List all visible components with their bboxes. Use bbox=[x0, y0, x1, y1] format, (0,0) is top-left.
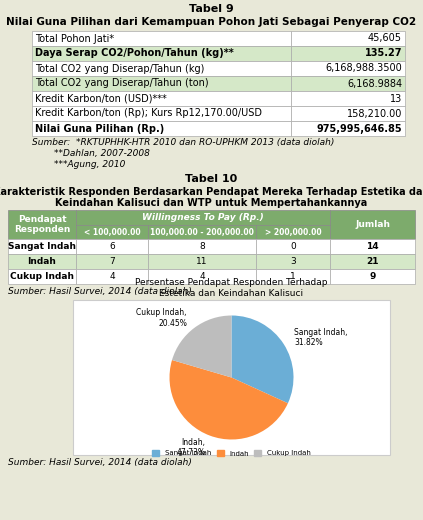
Bar bbox=[8, 269, 76, 284]
Text: 6,168.9884: 6,168.9884 bbox=[347, 79, 402, 88]
Text: > 200,000.00: > 200,000.00 bbox=[265, 228, 321, 237]
Text: Tabel 9: Tabel 9 bbox=[189, 4, 234, 14]
Bar bbox=[256, 239, 330, 254]
Text: Sangat Indah,
31.82%: Sangat Indah, 31.82% bbox=[294, 328, 348, 347]
Bar bbox=[291, 91, 405, 106]
Bar bbox=[291, 76, 405, 91]
Text: Tabel 10: Tabel 10 bbox=[185, 174, 238, 184]
Bar bbox=[291, 31, 405, 46]
Text: Total CO2 yang Diserap/Tahun (kg): Total CO2 yang Diserap/Tahun (kg) bbox=[35, 63, 204, 73]
Bar bbox=[256, 269, 330, 284]
Title: Persentase Pendapat Responden Terhadap
Estetika dan Keindahan Kalisuci: Persentase Pendapat Responden Terhadap E… bbox=[135, 278, 328, 298]
Text: 135.27: 135.27 bbox=[365, 48, 402, 58]
Bar bbox=[32, 76, 291, 91]
Text: Cukup Indah: Cukup Indah bbox=[10, 272, 74, 281]
Bar bbox=[148, 254, 256, 269]
Text: **Dahlan, 2007-2008: **Dahlan, 2007-2008 bbox=[54, 149, 150, 158]
Bar bbox=[256, 225, 330, 239]
Text: Pendapat
Responden: Pendapat Responden bbox=[14, 215, 70, 234]
Text: Kredit Karbon/ton (USD)***: Kredit Karbon/ton (USD)*** bbox=[35, 94, 167, 103]
Text: 21: 21 bbox=[366, 257, 379, 266]
Text: Sumber: Hasil Survei, 2014 (data diolah): Sumber: Hasil Survei, 2014 (data diolah) bbox=[8, 458, 192, 467]
Text: Sumber: Hasil Survei, 2014 (data diolah): Sumber: Hasil Survei, 2014 (data diolah) bbox=[8, 287, 192, 296]
Bar bbox=[73, 300, 390, 455]
Wedge shape bbox=[231, 316, 294, 404]
Text: 9: 9 bbox=[369, 272, 376, 281]
Text: 13: 13 bbox=[390, 94, 402, 103]
Text: 4: 4 bbox=[109, 272, 115, 281]
Text: 1: 1 bbox=[290, 272, 296, 281]
Text: 975,995,646.85: 975,995,646.85 bbox=[316, 123, 402, 134]
Text: Jumlah: Jumlah bbox=[355, 220, 390, 229]
Text: Nilai Guna Pilihan dari Kemampuan Pohon Jati Sebagai Penyerap CO2: Nilai Guna Pilihan dari Kemampuan Pohon … bbox=[6, 17, 417, 27]
Bar bbox=[148, 239, 256, 254]
Text: Total CO2 yang Diserap/Tahun (ton): Total CO2 yang Diserap/Tahun (ton) bbox=[35, 79, 209, 88]
Text: 158,210.00: 158,210.00 bbox=[346, 109, 402, 119]
Text: Total Pohon Jati*: Total Pohon Jati* bbox=[35, 33, 114, 44]
Text: < 100,000.00: < 100,000.00 bbox=[84, 228, 140, 237]
Bar bbox=[256, 254, 330, 269]
Bar bbox=[330, 254, 415, 269]
Text: Indah,
47.73%: Indah, 47.73% bbox=[176, 437, 206, 457]
Bar bbox=[32, 46, 291, 61]
Text: 3: 3 bbox=[290, 257, 296, 266]
Text: Kredit Karbon/ton (Rp); Kurs Rp12,170.00/USD: Kredit Karbon/ton (Rp); Kurs Rp12,170.00… bbox=[35, 109, 262, 119]
Text: Cukup Indah,
20.45%: Cukup Indah, 20.45% bbox=[137, 308, 187, 328]
Bar bbox=[32, 91, 291, 106]
Wedge shape bbox=[172, 316, 231, 378]
Text: 7: 7 bbox=[109, 257, 115, 266]
Bar bbox=[76, 269, 148, 284]
Text: 0: 0 bbox=[290, 242, 296, 251]
Bar bbox=[291, 106, 405, 121]
Bar bbox=[291, 46, 405, 61]
Text: Daya Serap CO2/Pohon/Tahun (kg)**: Daya Serap CO2/Pohon/Tahun (kg)** bbox=[35, 48, 234, 58]
Bar bbox=[32, 61, 291, 76]
Bar bbox=[76, 239, 148, 254]
Text: Keindahan Kalisuci dan WTP untuk Mempertahankannya: Keindahan Kalisuci dan WTP untuk Mempert… bbox=[55, 198, 368, 208]
Bar bbox=[76, 254, 148, 269]
Text: 8: 8 bbox=[199, 242, 205, 251]
Text: ***Agung, 2010: ***Agung, 2010 bbox=[54, 160, 125, 169]
Text: 11: 11 bbox=[196, 257, 208, 266]
Text: Karakteristik Responden Berdasarkan Pendapat Mereka Terhadap Estetika dan: Karakteristik Responden Berdasarkan Pend… bbox=[0, 187, 423, 197]
Bar bbox=[76, 210, 330, 225]
Text: 6,168,988.3500: 6,168,988.3500 bbox=[325, 63, 402, 73]
Bar bbox=[330, 210, 415, 239]
Bar bbox=[330, 239, 415, 254]
Text: Nilai Guna Pilihan (Rp.): Nilai Guna Pilihan (Rp.) bbox=[35, 123, 164, 134]
Bar bbox=[8, 239, 76, 254]
Text: 14: 14 bbox=[366, 242, 379, 251]
Text: Willingness To Pay (Rp.): Willingness To Pay (Rp.) bbox=[142, 213, 264, 222]
Text: Indah: Indah bbox=[27, 257, 56, 266]
Bar bbox=[291, 61, 405, 76]
Bar bbox=[330, 269, 415, 284]
Bar bbox=[148, 269, 256, 284]
Bar bbox=[32, 31, 291, 46]
Text: 4: 4 bbox=[199, 272, 205, 281]
Bar bbox=[291, 121, 405, 136]
Text: Sangat Indah: Sangat Indah bbox=[8, 242, 76, 251]
Text: Sumber:  *RKTUPHHK-HTR 2010 dan RO-UPHKM 2013 (data diolah): Sumber: *RKTUPHHK-HTR 2010 dan RO-UPHKM … bbox=[32, 138, 334, 147]
Bar bbox=[76, 225, 148, 239]
Bar bbox=[8, 254, 76, 269]
Bar bbox=[8, 210, 76, 239]
Legend: Sangat Indah, Indah, Cukup Indah: Sangat Indah, Indah, Cukup Indah bbox=[149, 448, 313, 459]
Text: 100,000.00 - 200,000.00: 100,000.00 - 200,000.00 bbox=[150, 228, 254, 237]
Bar bbox=[32, 121, 291, 136]
Wedge shape bbox=[170, 360, 288, 439]
Text: 45,605: 45,605 bbox=[368, 33, 402, 44]
Text: 6: 6 bbox=[109, 242, 115, 251]
Bar bbox=[32, 106, 291, 121]
Bar bbox=[148, 225, 256, 239]
